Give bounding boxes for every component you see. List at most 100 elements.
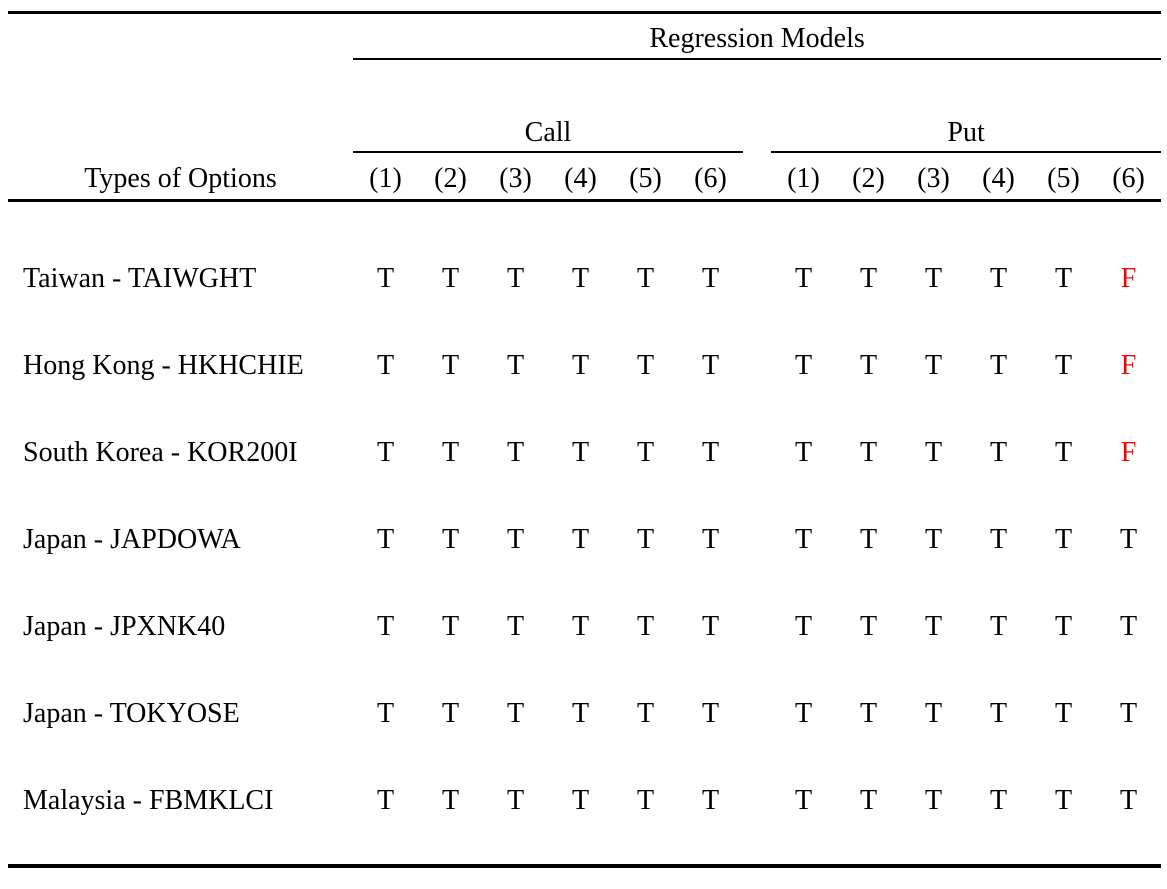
table-row: Japan - JAPDOWA T T T T T T T T T T T T — [8, 497, 1161, 584]
cell-value-true: T — [794, 698, 813, 729]
cell-value-true: T — [924, 698, 943, 729]
cell-value-true: T — [376, 611, 395, 642]
title-row: Regression Models — [8, 12, 1162, 60]
put-column-6: (6) — [1096, 151, 1162, 202]
cell-value-true: T — [571, 611, 590, 642]
cell-value-true: T — [571, 524, 590, 555]
cell-value-true: T — [571, 263, 590, 294]
cell-value-true: T — [1054, 698, 1073, 729]
cell-value-true: T — [859, 698, 878, 729]
group-gap — [743, 671, 771, 758]
cell-value-true: T — [989, 437, 1008, 468]
table-row: South Korea - KOR200I T T T T T T T T T T T F — [8, 410, 1161, 497]
call-column-1: (1) — [353, 151, 418, 202]
spacer-cell — [8, 845, 1161, 866]
put-column-5: (5) — [1031, 151, 1096, 202]
cell-value-true: T — [924, 785, 943, 816]
cell-value-true: T — [924, 611, 943, 642]
cell-value-true: T — [924, 524, 943, 555]
group-header-row: Call Put — [8, 58, 1162, 153]
cell-value-true: T — [1054, 611, 1073, 642]
cell-value-true: T — [701, 785, 720, 816]
cell-value-true: T — [376, 698, 395, 729]
table-title: Regression Models — [353, 12, 1162, 60]
table-row: Malaysia - FBMKLCI T T T T T T T T T T T T — [8, 758, 1161, 845]
cell-value-true: T — [859, 611, 878, 642]
group-gap — [743, 497, 771, 584]
cell-value-true: T — [1120, 698, 1138, 729]
call-column-2: (2) — [418, 151, 483, 202]
put-column-1: (1) — [771, 151, 836, 202]
cell-value-true: T — [794, 263, 813, 294]
table-row: Hong Kong - HKHCHIE T T T T T T T T T T T F — [8, 323, 1161, 410]
table-body: Taiwan - TAIWGHT T T T T T T T T T T T F Hong Kong - … — [8, 236, 1161, 845]
cell-value-true: T — [441, 437, 460, 468]
cell-value-true: T — [794, 437, 813, 468]
cell-value-true: T — [376, 263, 395, 294]
cell-value-true: T — [859, 524, 878, 555]
cell-value-true: T — [701, 263, 720, 294]
group-gap — [743, 758, 771, 845]
cell-value-true: T — [636, 785, 655, 816]
call-column-5: (5) — [613, 151, 678, 202]
group-gap — [743, 236, 771, 323]
row-header-title: Types of Options — [8, 151, 353, 202]
spacer-cell — [8, 201, 1161, 236]
cell-value-true: T — [636, 263, 655, 294]
call-column-6: (6) — [678, 151, 743, 202]
table-header: Regression Models Call Put Types of Opti… — [8, 12, 1162, 236]
column-header-row: Types of Options (1) (2) (3) (4) (5) (6)… — [8, 151, 1162, 202]
cell-value-true: T — [989, 524, 1008, 555]
cell-value-true: T — [441, 698, 460, 729]
cell-value-true: T — [506, 437, 525, 468]
cell-value-true: T — [1054, 350, 1073, 381]
cell-value-true: T — [571, 437, 590, 468]
row-label: Malaysia - FBMKLCI — [23, 785, 274, 816]
cell-value-true: T — [701, 611, 720, 642]
cell-value-true: T — [1120, 611, 1138, 642]
cell-value-true: T — [636, 611, 655, 642]
cell-value-false: F — [1120, 350, 1137, 381]
cell-value-true: T — [1054, 785, 1073, 816]
cell-value-true: T — [441, 350, 460, 381]
group-gap — [743, 151, 771, 202]
cell-value-true: T — [989, 698, 1008, 729]
group-gap — [743, 323, 771, 410]
cell-value-true: T — [701, 698, 720, 729]
cell-value-true: T — [441, 611, 460, 642]
blank-cell — [8, 59, 353, 152]
cell-value-true: T — [1054, 263, 1073, 294]
cell-value-true: T — [701, 437, 720, 468]
cell-value-true: T — [636, 524, 655, 555]
cell-value-true: T — [989, 785, 1008, 816]
table-row: Japan - JPXNK40 T T T T T T T T T T T T — [8, 584, 1161, 671]
cell-value-true: T — [571, 698, 590, 729]
cell-value-true: T — [636, 350, 655, 381]
cell-value-true: T — [506, 785, 525, 816]
row-label: Hong Kong - HKHCHIE — [23, 350, 304, 381]
cell-value-true: T — [571, 350, 590, 381]
cell-value-true: T — [794, 785, 813, 816]
cell-value-true: T — [924, 350, 943, 381]
cell-value-true: T — [1120, 524, 1138, 555]
top-spacer-row — [8, 201, 1161, 236]
cell-value-true: T — [859, 350, 878, 381]
bottom-spacer-row — [8, 845, 1161, 866]
cell-value-true: T — [506, 698, 525, 729]
cell-value-false: F — [1120, 437, 1137, 468]
cell-value-true: T — [441, 263, 460, 294]
cell-value-true: T — [441, 785, 460, 816]
cell-value-true: T — [506, 350, 525, 381]
cell-value-true: T — [441, 524, 460, 555]
cell-value-true: T — [376, 785, 395, 816]
cell-value-true: T — [1054, 437, 1073, 468]
put-group-label: Put — [771, 58, 1162, 153]
cell-value-true: T — [989, 350, 1008, 381]
cell-value-true: T — [701, 524, 720, 555]
cell-value-true: T — [701, 350, 720, 381]
group-gap — [743, 59, 771, 152]
cell-value-true: T — [506, 263, 525, 294]
cell-value-true: T — [636, 698, 655, 729]
cell-value-true: T — [506, 524, 525, 555]
